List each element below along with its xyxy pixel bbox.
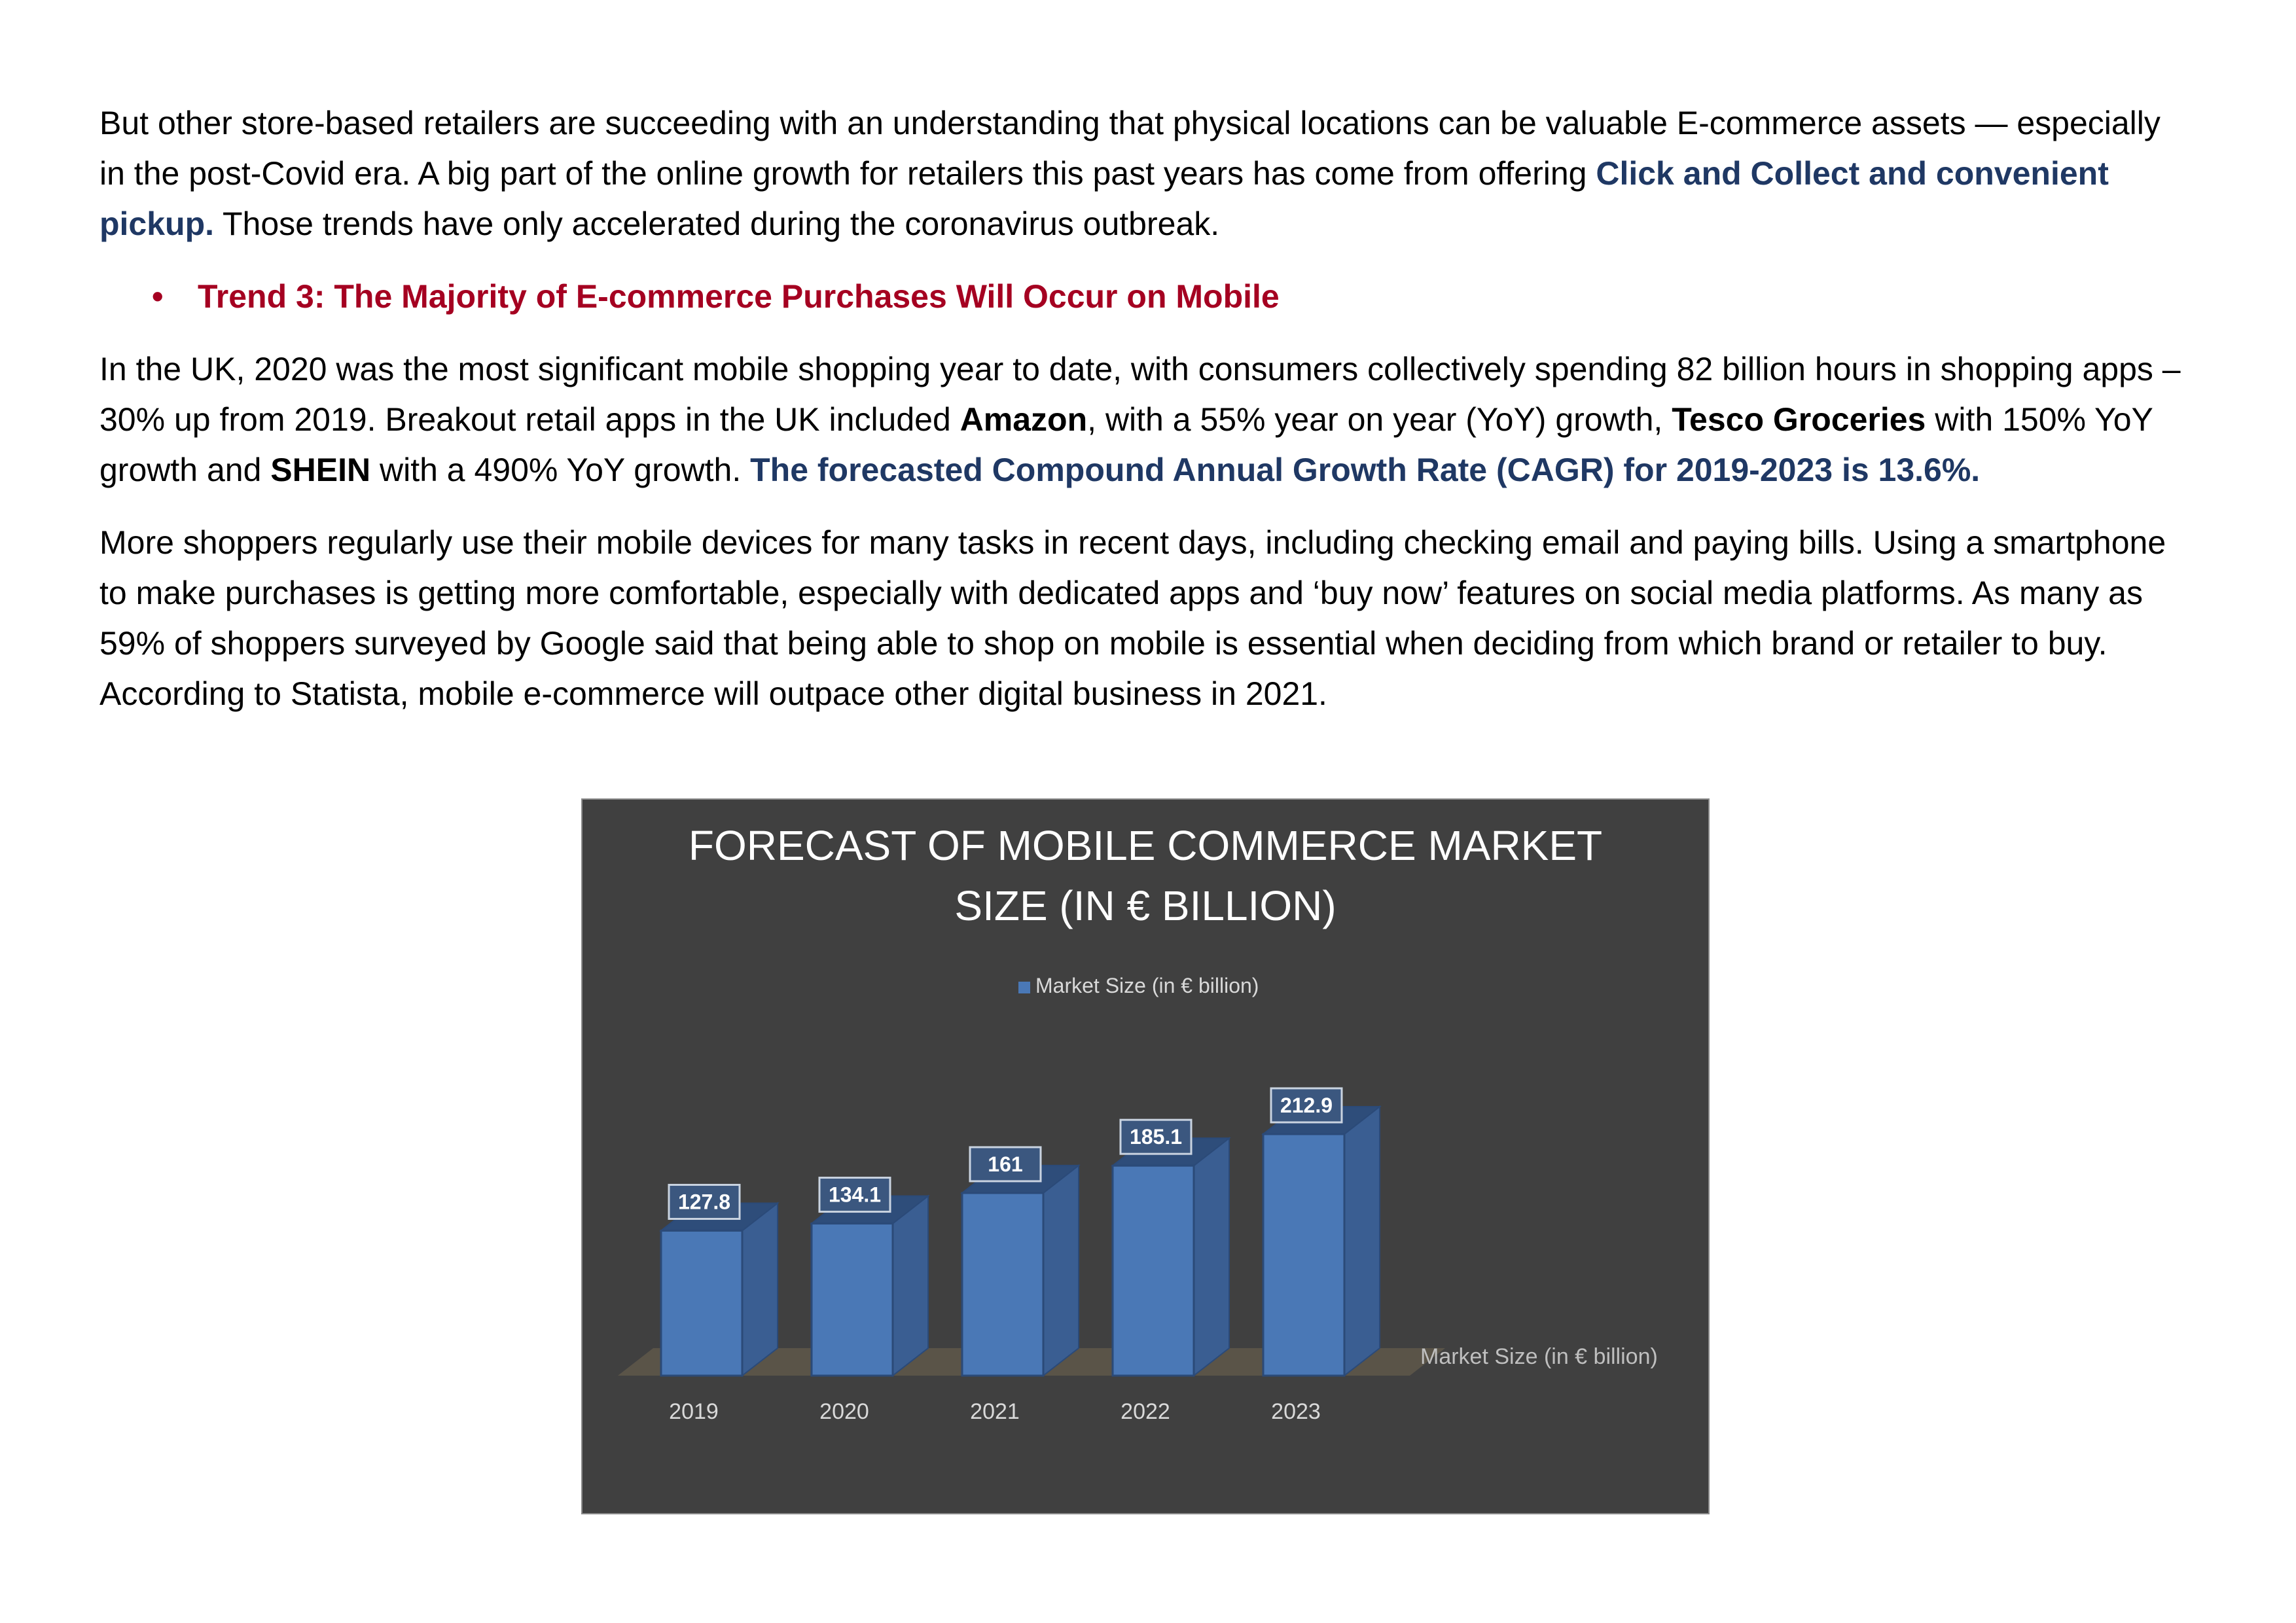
bar-side-2019 bbox=[742, 1202, 778, 1378]
bullet-trend-3: • Trend 3: The Majority of E-commerce Pu… bbox=[99, 272, 2194, 322]
x-tick-label-2019: 2019 bbox=[669, 1399, 719, 1424]
depth-axis-label: Market Size (in € billion) bbox=[1420, 1344, 1658, 1369]
data-label-box-2021 bbox=[969, 1146, 1042, 1183]
legend-label: Market Size (in € billion) bbox=[1035, 974, 1259, 997]
brand-amazon: Amazon bbox=[960, 401, 1088, 438]
paragraph-text: with 150% YoY growth and bbox=[99, 401, 2153, 488]
chart-title-line-1: FORECAST OF MOBILE COMMERCE MARKET bbox=[689, 822, 1602, 869]
market-size-chart: FORECAST OF MOBILE COMMERCE MARKET SIZE … bbox=[581, 798, 1710, 1514]
paragraph-text: , with a 55% year on year (YoY) growth, bbox=[1087, 401, 1672, 438]
brand-tesco: Tesco Groceries bbox=[1672, 401, 1926, 438]
document-body: But other store-based retailers are succ… bbox=[99, 98, 2194, 741]
bar-side-2021 bbox=[1043, 1164, 1079, 1378]
paragraph-text: with a 490% YoY growth. bbox=[370, 452, 751, 488]
paragraph-text: But other store-based retailers are succ… bbox=[99, 105, 2161, 192]
x-tick-label-2020: 2020 bbox=[819, 1399, 869, 1424]
data-label-box-2020 bbox=[818, 1177, 891, 1213]
highlight-click-and-collect: Click and Collect and convenient pickup. bbox=[99, 155, 2109, 242]
bullet-icon: • bbox=[152, 278, 164, 315]
bars-group: 127.8 2019 134.1 2020 161 2021 185.1 2022 212.9 2… bbox=[618, 1087, 1445, 1424]
bar-side-2022 bbox=[1193, 1137, 1230, 1378]
data-label-box-2019 bbox=[668, 1183, 741, 1220]
data-label-2021: 161 bbox=[988, 1152, 1022, 1176]
data-label-box-2023 bbox=[1270, 1087, 1343, 1124]
bullet-heading: Trend 3: The Majority of E-commerce Purc… bbox=[198, 278, 1280, 315]
chart-title-line-2: SIZE (IN € BILLION) bbox=[954, 882, 1336, 929]
data-label-box-2022 bbox=[1119, 1118, 1193, 1155]
data-label-2019: 127.8 bbox=[678, 1190, 730, 1213]
chart-svg: FORECAST OF MOBILE COMMERCE MARKET SIZE … bbox=[618, 822, 1658, 1424]
paragraph-mobile-devices: More shoppers regularly use their mobile… bbox=[99, 524, 2166, 712]
highlight-cagr: The forecasted Compound Annual Growth Ra… bbox=[750, 452, 1981, 488]
x-tick-label-2022: 2022 bbox=[1121, 1399, 1170, 1424]
bar-side-2023 bbox=[1344, 1105, 1380, 1378]
data-label-2023: 212.9 bbox=[1280, 1094, 1333, 1117]
x-tick-label-2023: 2023 bbox=[1271, 1399, 1321, 1424]
paragraph-click-and-collect: But other store-based retailers are succ… bbox=[99, 98, 2194, 249]
x-tick-label-2021: 2021 bbox=[970, 1399, 1020, 1424]
data-label-2022: 185.1 bbox=[1130, 1125, 1182, 1149]
bar-2020 bbox=[810, 1222, 894, 1377]
paragraph-uk-mobile-shopping: In the UK, 2020 was the most significant… bbox=[99, 344, 2194, 495]
paragraph-text: Those trends have only accelerated durin… bbox=[214, 205, 1220, 242]
bar-2021 bbox=[961, 1192, 1045, 1377]
bar-2022 bbox=[1111, 1164, 1195, 1377]
paragraph-text: In the UK, 2020 was the most significant… bbox=[99, 351, 2181, 438]
bar-2019 bbox=[660, 1229, 744, 1377]
legend-swatch bbox=[1018, 982, 1030, 993]
bar-side-2020 bbox=[892, 1194, 929, 1378]
bar-2023 bbox=[1262, 1133, 1346, 1377]
data-label-2020: 134.1 bbox=[829, 1183, 881, 1207]
brand-shein: SHEIN bbox=[270, 452, 371, 488]
